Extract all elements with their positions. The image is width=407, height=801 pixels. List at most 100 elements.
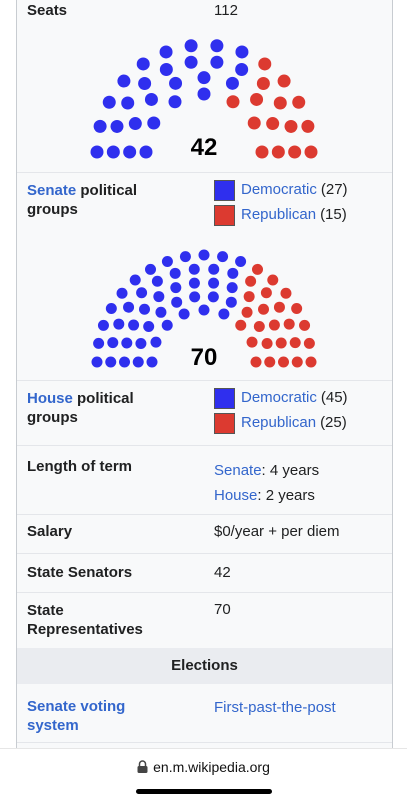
seat <box>275 337 287 349</box>
seat <box>210 55 224 69</box>
seat <box>305 356 317 368</box>
legend-name[interactable]: Democratic <box>241 181 317 198</box>
row-label: Length of term <box>27 458 132 475</box>
row-label: State Representatives <box>27 602 143 638</box>
seat <box>277 74 291 88</box>
seat <box>110 119 124 133</box>
seat <box>128 117 142 131</box>
seat <box>208 263 220 275</box>
seat <box>226 95 240 109</box>
seat <box>161 319 173 331</box>
row-value: 70 <box>214 601 231 618</box>
seat <box>197 87 211 101</box>
seat <box>273 96 287 110</box>
seat <box>147 116 161 130</box>
seat <box>143 320 155 332</box>
seat <box>250 356 262 368</box>
legend-name[interactable]: Democratic <box>241 389 317 406</box>
link[interactable]: First-past-the-post <box>214 699 336 716</box>
link[interactable]: House <box>27 390 73 407</box>
seat <box>227 267 239 279</box>
seat <box>260 287 272 299</box>
row-label: Seats <box>27 2 68 19</box>
seat <box>123 145 137 159</box>
seat <box>235 255 247 267</box>
seat-total: 70 <box>191 344 218 371</box>
seat <box>197 71 211 85</box>
seat <box>159 63 173 77</box>
seat <box>129 274 141 286</box>
legend: Democratic (45) Republican (25) <box>214 388 348 438</box>
seat <box>117 74 131 88</box>
link[interactable]: Senate voting system <box>27 698 126 734</box>
seat <box>271 145 285 159</box>
legend-name[interactable]: Republican <box>241 414 317 431</box>
legend-entry: Democratic (27) <box>214 180 348 205</box>
term-entry: Senate: 4 years <box>214 458 319 483</box>
link[interactable]: House <box>214 487 258 504</box>
seat <box>138 303 150 315</box>
separator <box>17 592 392 593</box>
label-text: political groups <box>27 182 138 218</box>
seat <box>90 145 104 159</box>
row-value: 112 <box>214 2 238 19</box>
seat <box>123 301 135 313</box>
seat <box>178 308 190 320</box>
seat <box>258 57 272 71</box>
seat <box>161 255 173 267</box>
seat <box>268 319 280 331</box>
seat <box>278 356 289 368</box>
row-label: State Senators <box>27 564 133 581</box>
link[interactable]: Senate <box>27 182 77 199</box>
seat-total: 42 <box>191 134 218 161</box>
seat <box>301 119 315 133</box>
separator <box>17 553 392 554</box>
seat <box>116 287 128 299</box>
seat <box>184 55 198 69</box>
seat <box>169 76 183 90</box>
seat <box>198 249 210 261</box>
seat <box>299 319 311 331</box>
seat <box>189 291 201 303</box>
row-value: $0/year + per diem <box>214 523 340 540</box>
seat <box>188 277 200 289</box>
separator <box>17 514 392 515</box>
seat <box>225 296 237 308</box>
row-label: Senate political groups <box>27 181 177 219</box>
legend-entry: Republican (15) <box>214 205 348 230</box>
home-indicator <box>136 789 272 794</box>
seat <box>128 319 140 331</box>
seat <box>210 39 224 53</box>
legend: Democratic (27) Republican (15) <box>214 180 348 230</box>
legend-entry: Democratic (45) <box>214 388 348 413</box>
legend-count: (27) <box>320 181 348 198</box>
seat <box>169 267 181 279</box>
seat <box>97 319 109 331</box>
seat <box>241 306 253 318</box>
seat <box>105 303 117 314</box>
seat <box>107 337 119 349</box>
seat <box>291 303 303 314</box>
label-text: political groups <box>27 390 134 426</box>
seat <box>135 337 147 349</box>
seat <box>280 287 292 299</box>
seat <box>121 96 135 110</box>
seat <box>150 336 162 348</box>
legend-name[interactable]: Republican <box>241 206 317 223</box>
address[interactable]: en.m.wikipedia.org <box>0 759 407 775</box>
seat <box>168 95 182 109</box>
legend-entry: Republican (25) <box>214 413 348 438</box>
seat <box>235 45 249 59</box>
seat <box>139 145 153 159</box>
seat <box>159 45 173 59</box>
link[interactable]: Senate <box>214 462 262 479</box>
seat <box>264 356 276 368</box>
seat <box>188 263 200 275</box>
seat <box>106 145 120 159</box>
infobox: Seats 112 42 Senate political groups Dem… <box>16 0 393 760</box>
seat <box>179 251 191 263</box>
text: : 2 years <box>257 487 315 504</box>
legend-count: (25) <box>320 414 347 431</box>
seat <box>136 287 148 299</box>
